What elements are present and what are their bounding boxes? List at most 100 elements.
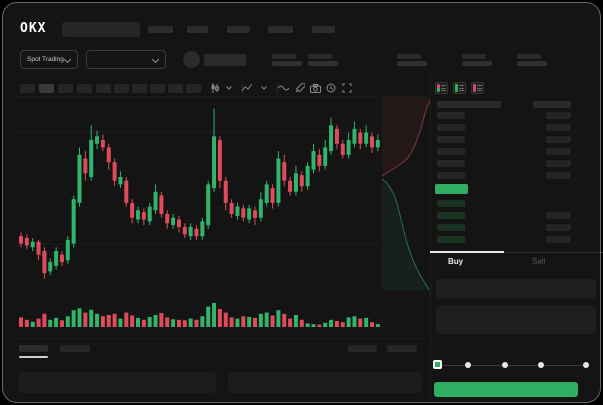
chevron-down-icon[interactable]: [223, 82, 235, 94]
nav-item[interactable]: [312, 26, 335, 33]
nav-item[interactable]: [187, 26, 208, 33]
candle-up: [77, 154, 82, 203]
interval-chip[interactable]: [39, 84, 54, 93]
candle-down: [299, 175, 304, 187]
ask-price-placeholder[interactable]: [437, 172, 465, 179]
market-type-label: Spot Trading: [27, 56, 64, 63]
orderbook-view-combined-icon[interactable]: [435, 82, 448, 94]
volume-bar: [299, 319, 304, 327]
ask-price-placeholder[interactable]: [437, 136, 465, 143]
slider-stop[interactable]: [502, 362, 508, 368]
ask-price-placeholder[interactable]: [437, 148, 465, 155]
ask-price-placeholder[interactable]: [437, 112, 465, 119]
draw-tool-icon[interactable]: [294, 82, 306, 94]
okx-logo[interactable]: OKX: [20, 21, 47, 36]
volume-bar: [247, 316, 252, 327]
candle-up: [95, 136, 100, 144]
slider-handle[interactable]: [433, 360, 442, 369]
candle-down: [217, 140, 222, 181]
icon-lines: [459, 84, 464, 92]
volume-bar: [264, 312, 269, 327]
coin-avatar: [183, 51, 200, 68]
volume-bar: [212, 303, 217, 327]
ask-amount-placeholder: [546, 124, 571, 131]
indicator-icon[interactable]: [241, 82, 253, 94]
interval-chip[interactable]: [20, 84, 35, 93]
candlestick-chart[interactable]: [15, 98, 380, 293]
last-price-badge[interactable]: [435, 184, 468, 194]
volume-bar: [188, 318, 193, 327]
nav-item[interactable]: [227, 26, 250, 33]
slider-stop[interactable]: [538, 362, 544, 368]
slider-stop[interactable]: [465, 362, 471, 368]
interval-chip[interactable]: [114, 84, 129, 93]
volume-bar: [65, 316, 70, 327]
tab-sell[interactable]: Sell: [532, 257, 546, 266]
candle-up: [329, 125, 334, 152]
icon-line: [459, 85, 464, 87]
volume-bar: [340, 322, 345, 327]
chevron-down-icon: [153, 57, 159, 63]
wave-tool-icon[interactable]: [277, 82, 289, 94]
bottom-action-placeholder[interactable]: [348, 345, 377, 352]
volume-bar: [30, 321, 35, 327]
bottom-tab-active[interactable]: [19, 345, 48, 352]
ask-price-placeholder[interactable]: [437, 160, 465, 167]
bid-price-placeholder[interactable]: [437, 200, 465, 207]
slider-stop[interactable]: [583, 362, 589, 368]
buy-button[interactable]: [434, 382, 578, 397]
bid-amount-placeholder: [546, 212, 571, 219]
orderbook-view-bids-icon[interactable]: [453, 82, 466, 94]
interval-chip[interactable]: [132, 84, 147, 93]
bid-price-placeholder[interactable]: [437, 212, 465, 219]
depth-bids-line: [382, 178, 430, 290]
candle-up: [30, 241, 35, 248]
volume-bar: [288, 318, 293, 327]
bottom-action-placeholder[interactable]: [387, 345, 417, 352]
interval-chip[interactable]: [150, 84, 165, 93]
depth-chart: [382, 97, 430, 290]
interval-chip[interactable]: [96, 84, 111, 93]
icon-color-column: [473, 84, 476, 92]
volume-bar: [311, 324, 316, 327]
bid-amount-placeholder: [546, 224, 571, 231]
fullscreen-icon[interactable]: [341, 82, 353, 94]
volume-bar: [182, 320, 187, 327]
stat-label-placeholder: [517, 54, 541, 59]
volume-bar: [24, 319, 29, 327]
icon-line: [459, 87, 464, 89]
bid-price-placeholder[interactable]: [437, 224, 465, 231]
orderbook-view-asks-icon[interactable]: [471, 82, 484, 94]
interval-chip[interactable]: [58, 84, 73, 93]
volume-bar: [235, 318, 240, 327]
bid-price-placeholder[interactable]: [437, 236, 465, 243]
candle-up: [171, 217, 176, 226]
interval-chip[interactable]: [77, 84, 92, 93]
nav-item[interactable]: [148, 26, 173, 33]
ask-price-placeholder[interactable]: [437, 124, 465, 131]
amount-slider[interactable]: [438, 365, 586, 366]
pair-dropdown[interactable]: [86, 50, 166, 69]
ask-amount-placeholder: [546, 148, 571, 155]
history-icon[interactable]: [325, 82, 337, 94]
tab-buy[interactable]: Buy: [448, 257, 464, 266]
amount-input[interactable]: [436, 305, 596, 334]
nav-item[interactable]: [268, 26, 293, 33]
search-input[interactable]: [62, 22, 140, 37]
candle-up: [258, 199, 263, 218]
candle-down: [112, 162, 117, 181]
interval-chip[interactable]: [186, 84, 201, 93]
half-red: [437, 84, 440, 88]
candle-down: [370, 136, 374, 148]
candle-up: [200, 221, 205, 237]
interval-chip[interactable]: [168, 84, 183, 93]
chevron-down-icon[interactable]: [258, 82, 270, 94]
bottom-tab[interactable]: [60, 345, 90, 352]
candle-down: [194, 228, 199, 237]
candle-style-icon[interactable]: [209, 82, 221, 94]
camera-icon[interactable]: [309, 82, 321, 94]
stat-label-placeholder: [308, 54, 332, 59]
market-type-dropdown[interactable]: Spot Trading: [20, 50, 78, 69]
price-input[interactable]: [436, 279, 596, 299]
